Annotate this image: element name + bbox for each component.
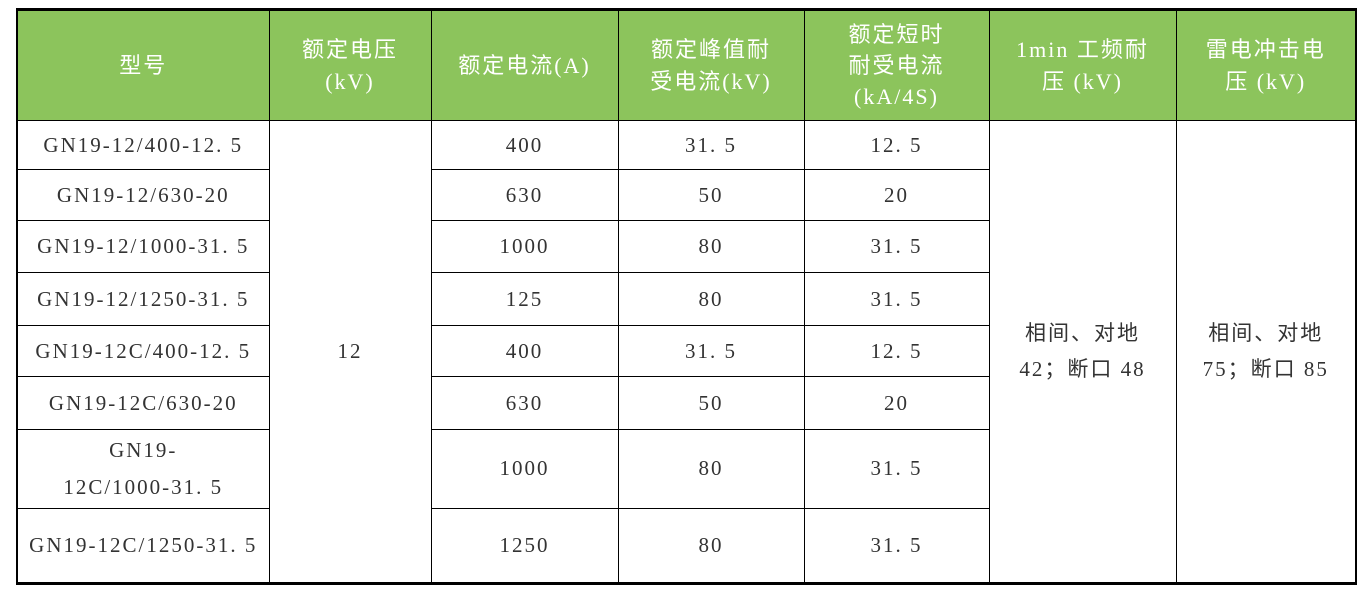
model-cell: GN19-12C/1250-31. 5 <box>16 507 270 584</box>
short-time-current-cell: 12. 5 <box>803 325 990 377</box>
model-cell: GN19-12/630-20 <box>16 169 270 221</box>
short-time-current-cell: 31. 5 <box>803 272 990 326</box>
current-cell: 1000 <box>430 220 619 273</box>
col-header-model: 型号 <box>16 9 270 121</box>
table-row: GN19-12/1250-31. 5 125 80 31. 5 <box>16 272 1356 326</box>
col-header-power-freq-withstand: 1min 工频耐 压 (kV) <box>988 9 1177 121</box>
table-row: GN19-12/400-12. 5 12 400 31. 5 12. 5 相间、… <box>16 120 1357 584</box>
model-cell: GN19-12C/630-20 <box>16 376 270 430</box>
switch-spec-table: 型号 额定电压 (kV) 额定电流(A) 额定峰值耐 受电流(kV) 额定短时 … <box>16 8 1357 585</box>
model-cell: GN19-12/1250-31. 5 <box>16 272 270 326</box>
peak-current-cell: 50 <box>617 376 805 430</box>
col-header-short-time-current: 额定短时 耐受电流 (kA/4S) <box>803 9 990 121</box>
model-cell: GN19- 12C/1000-31. 5 <box>16 429 270 509</box>
document-page: 型号 额定电压 (kV) 额定电流(A) 额定峰值耐 受电流(kV) 额定短时 … <box>0 8 1366 590</box>
peak-current-cell: 31. 5 <box>617 325 805 377</box>
power-freq-withstand-cell: 相间、对地 42；断口 48 <box>988 120 1177 584</box>
model-cell: GN19-12C/400-12. 5 <box>16 325 270 377</box>
table-header-row: 型号 额定电压 (kV) 额定电流(A) 额定峰值耐 受电流(kV) 额定短时 … <box>16 9 1357 121</box>
peak-current-cell: 80 <box>617 272 805 326</box>
rated-voltage-cell: 12 <box>268 120 432 584</box>
short-time-current-cell: 20 <box>803 169 990 221</box>
col-header-peak-withstand-current: 额定峰值耐 受电流(kV) <box>617 9 805 121</box>
peak-current-cell: 80 <box>617 220 805 273</box>
peak-current-cell: 31. 5 <box>617 120 805 170</box>
col-header-lightning-impulse: 雷电冲击电 压 (kV) <box>1175 9 1357 121</box>
short-time-current-cell: 31. 5 <box>803 429 990 509</box>
current-cell: 400 <box>430 120 619 170</box>
table-row: GN19-12C/1250-31. 5 1250 80 31. 5 <box>16 507 1356 584</box>
col-header-rated-current: 额定电流(A) <box>430 9 619 121</box>
peak-current-cell: 80 <box>617 507 805 584</box>
current-cell: 630 <box>430 169 619 221</box>
short-time-current-cell: 31. 5 <box>803 507 990 584</box>
short-time-current-cell: 31. 5 <box>803 220 990 273</box>
table-row: GN19- 12C/1000-31. 5 1000 80 31. 5 <box>16 429 1356 509</box>
current-cell: 1250 <box>430 507 619 584</box>
table-row: GN19-12C/630-20 630 50 20 <box>16 376 1356 430</box>
current-cell: 125 <box>430 272 619 326</box>
current-cell: 400 <box>430 325 619 377</box>
table-row: GN19-12/1000-31. 5 1000 80 31. 5 <box>16 220 1356 273</box>
model-cell: GN19-12/1000-31. 5 <box>16 220 270 273</box>
peak-current-cell: 80 <box>617 429 805 509</box>
table-row: GN19-12C/400-12. 5 400 31. 5 12. 5 <box>16 325 1356 377</box>
short-time-current-cell: 12. 5 <box>803 120 990 170</box>
peak-current-cell: 50 <box>617 169 805 221</box>
current-cell: 630 <box>430 376 619 430</box>
col-header-rated-voltage: 额定电压 (kV) <box>268 9 432 121</box>
model-cell: GN19-12/400-12. 5 <box>16 120 270 170</box>
table-row: GN19-12/630-20 630 50 20 <box>16 169 1356 221</box>
current-cell: 1000 <box>430 429 619 509</box>
lightning-impulse-cell: 相间、对地 75；断口 85 <box>1175 120 1357 584</box>
short-time-current-cell: 20 <box>803 376 990 430</box>
